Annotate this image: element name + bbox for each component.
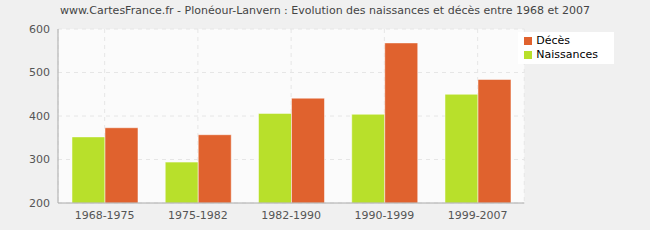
svg-text:1982-1990: 1982-1990	[261, 209, 321, 222]
svg-text:1975-1982: 1975-1982	[168, 209, 228, 222]
html-text:Naissances: Naissances	[536, 48, 598, 61]
svg-text:1990-1999: 1990-1999	[354, 209, 414, 222]
svg-text:1999-2007: 1999-2007	[448, 209, 508, 222]
html-text:www.CartesFrance.fr - Plonéour: www.CartesFrance.fr - Plonéour-Lanvern :…	[59, 4, 591, 17]
svg-text:600: 600	[29, 23, 50, 36]
svg-text:500: 500	[29, 66, 50, 79]
html-text:Décès: Décès	[536, 34, 570, 47]
svg-text:1968-1975: 1968-1975	[75, 209, 135, 222]
svg-text:200: 200	[29, 197, 50, 210]
svg-text:300: 300	[29, 153, 50, 166]
svg-text:400: 400	[29, 110, 50, 123]
